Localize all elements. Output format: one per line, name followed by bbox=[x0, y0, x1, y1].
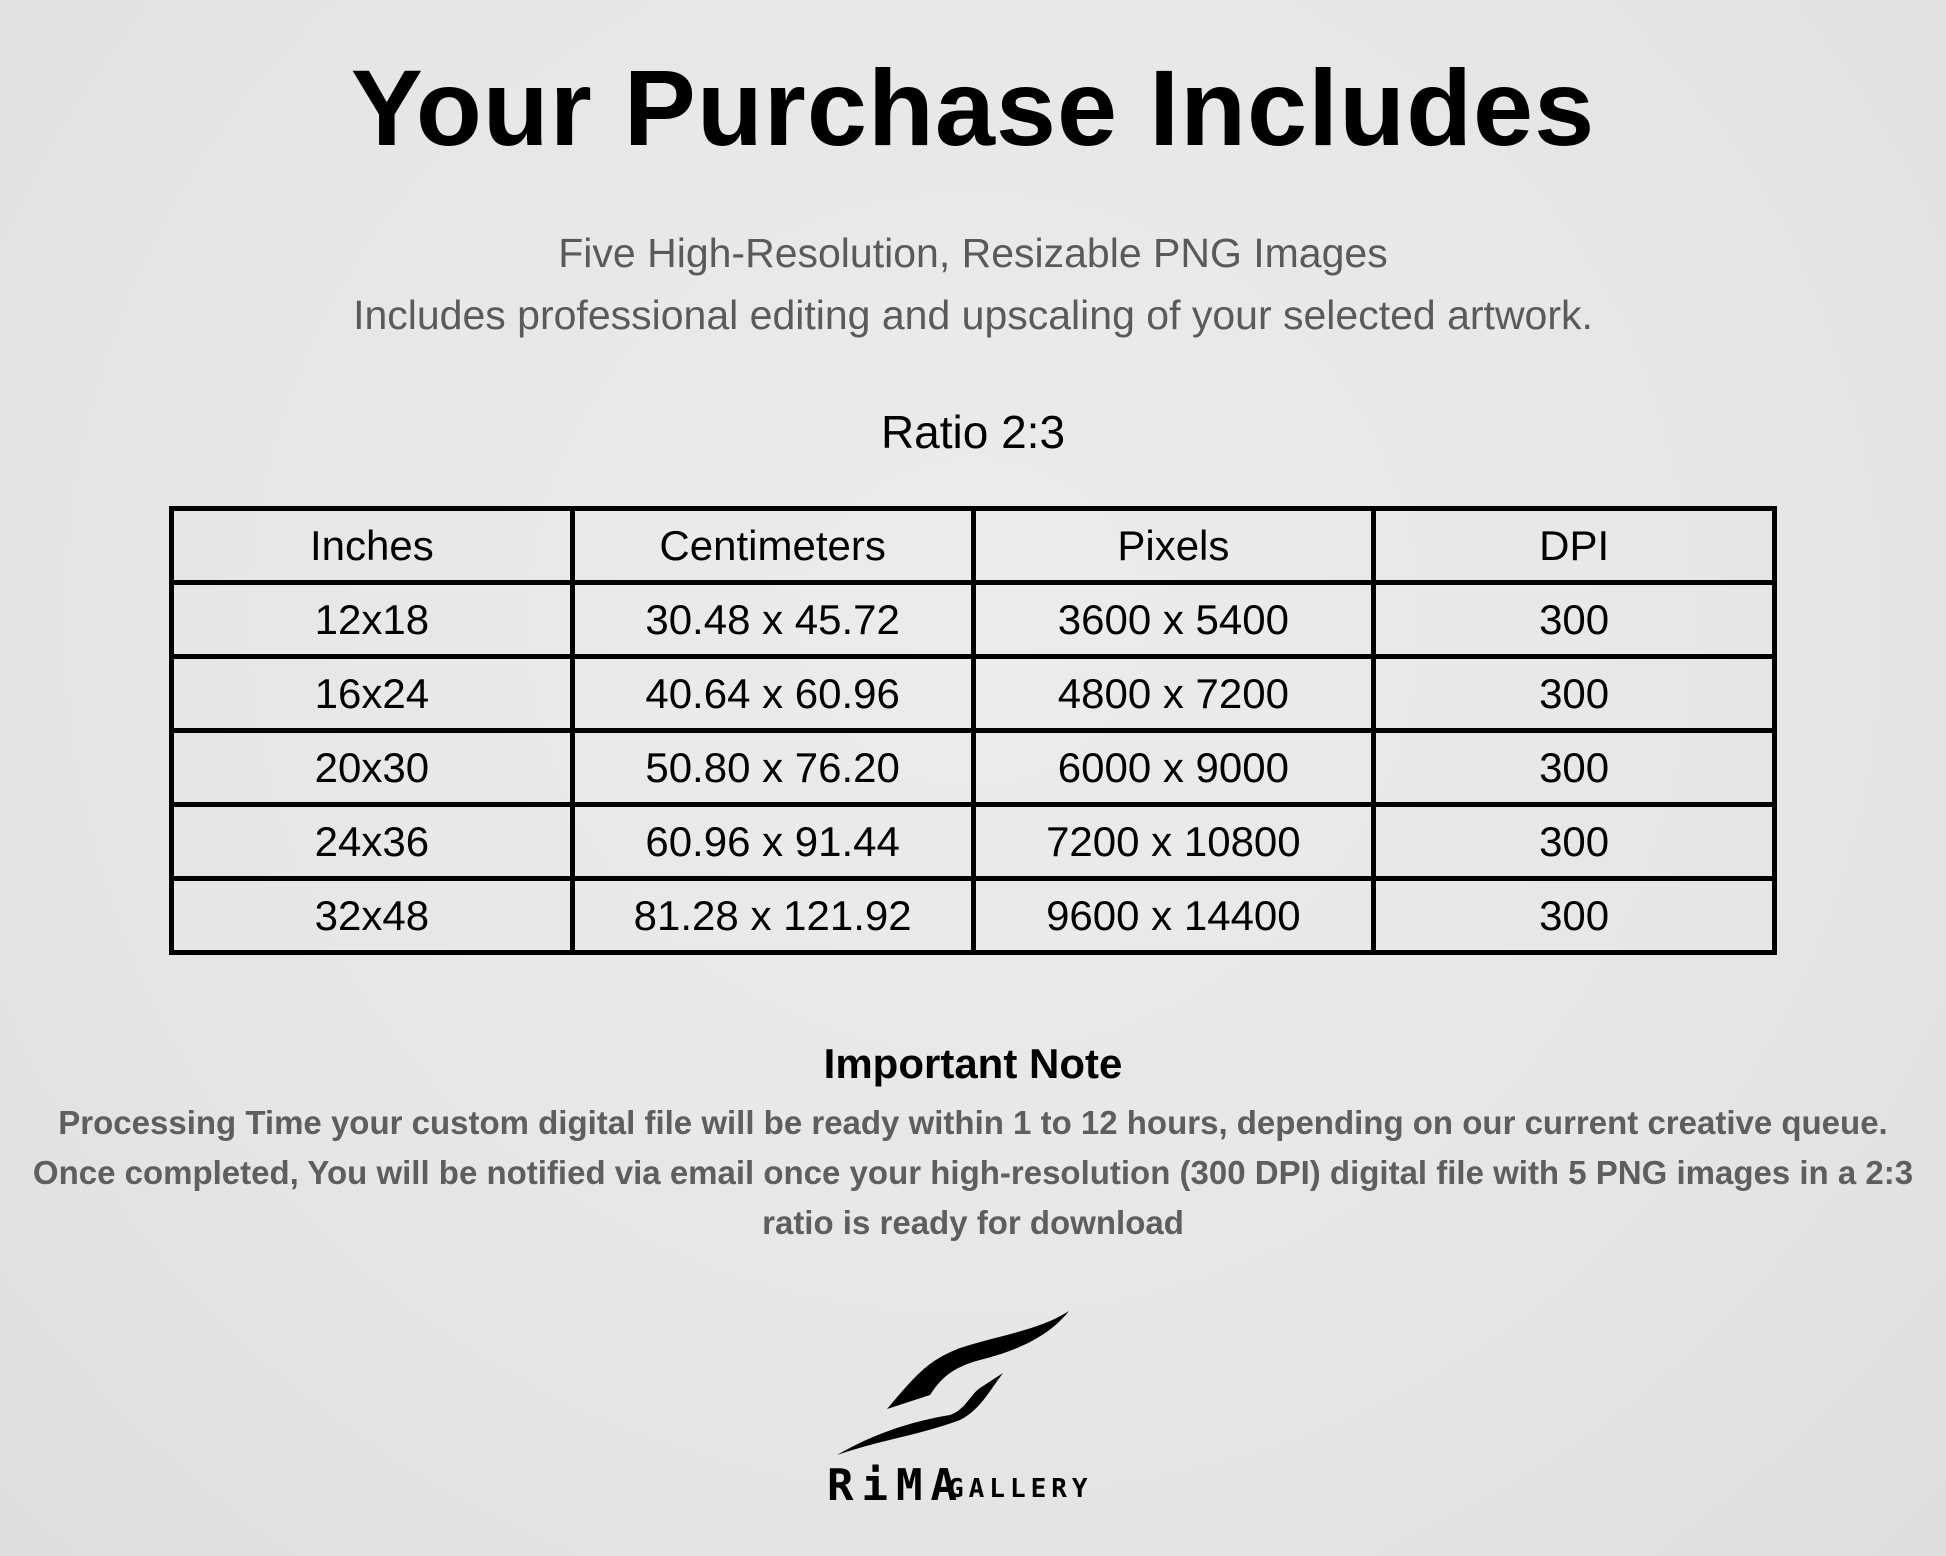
cell: 9600 x 14400 bbox=[970, 876, 1377, 955]
cell: 300 bbox=[1371, 876, 1777, 955]
cell: 300 bbox=[1371, 580, 1777, 659]
table-row: 12x18 30.48 x 45.72 3600 x 5400 300 bbox=[169, 580, 1777, 659]
subtitle-line-1: Five High-Resolution, Resizable PNG Imag… bbox=[558, 230, 1388, 276]
cell: 3600 x 5400 bbox=[970, 580, 1377, 659]
note-body: Processing Time your custom digital file… bbox=[32, 1104, 1914, 1241]
cell: 81.28 x 121.92 bbox=[569, 876, 976, 955]
table-row: 20x30 50.80 x 76.20 6000 x 9000 300 bbox=[169, 728, 1777, 807]
logo-swoosh-lower bbox=[837, 1373, 1003, 1455]
cell: 20x30 bbox=[169, 728, 575, 807]
cell: 40.64 x 60.96 bbox=[569, 654, 976, 733]
cell: 6000 x 9000 bbox=[970, 728, 1377, 807]
cell: 300 bbox=[1371, 728, 1777, 807]
cell: 300 bbox=[1371, 654, 1777, 733]
cell: 16x24 bbox=[169, 654, 575, 733]
table-row: 16x24 40.64 x 60.96 4800 x 7200 300 bbox=[169, 654, 1777, 733]
logo-swoosh-upper bbox=[887, 1311, 1069, 1409]
page-title: Your Purchase Includes bbox=[350, 47, 1596, 168]
subtitle-line-2: Includes professional editing and upscal… bbox=[353, 292, 1593, 338]
header-dpi: DPI bbox=[1371, 506, 1777, 585]
rima-gallery-logo: RiMA GALLERY bbox=[827, 1311, 1093, 1511]
svg-text:GALLERY: GALLERY bbox=[948, 1474, 1093, 1504]
cell: 12x18 bbox=[169, 580, 575, 659]
header-pixels: Pixels bbox=[970, 506, 1377, 585]
svg-text:RiMA: RiMA bbox=[827, 1460, 965, 1511]
cell: 32x48 bbox=[169, 876, 575, 955]
cell: 24x36 bbox=[169, 802, 575, 881]
ratio-label: Ratio 2:3 bbox=[880, 406, 1066, 458]
header-inches: Inches bbox=[169, 506, 575, 585]
cell: 30.48 x 45.72 bbox=[569, 580, 976, 659]
size-table: Inches Centimeters Pixels DPI 12x18 30.48… bbox=[169, 506, 1777, 955]
cell: 7200 x 10800 bbox=[970, 802, 1377, 881]
cell: 50.80 x 76.20 bbox=[569, 728, 976, 807]
table-row: 24x36 60.96 x 91.44 7200 x 10800 300 bbox=[169, 802, 1777, 881]
cell: 60.96 x 91.44 bbox=[569, 802, 976, 881]
table-header-row: Inches Centimeters Pixels DPI bbox=[169, 506, 1777, 585]
cell: 300 bbox=[1371, 802, 1777, 881]
table-row: 32x48 81.28 x 121.92 9600 x 14400 300 bbox=[169, 876, 1777, 955]
cell: 4800 x 7200 bbox=[970, 654, 1377, 733]
header-centimeters: Centimeters bbox=[569, 506, 976, 585]
note-title: Important Note bbox=[823, 1040, 1123, 1087]
